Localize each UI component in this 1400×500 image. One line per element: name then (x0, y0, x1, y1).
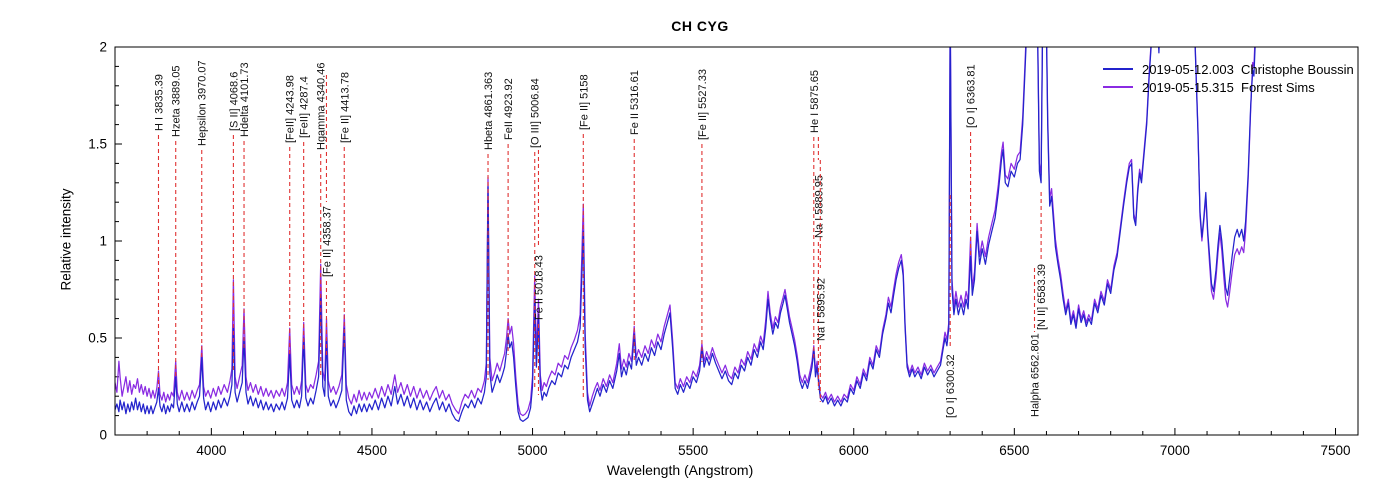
annotation-label: [N II] 6583.39 (1036, 264, 1048, 330)
annotation-label: [S II] 4068.6 (228, 72, 240, 131)
annotation-label: [O I] 6363.81 (966, 64, 978, 128)
y-tick-label: 0 (99, 428, 107, 443)
annotation-label: Hdelta 4101.73 (239, 62, 251, 137)
annotation-label: [O I] 6300.32 (945, 354, 957, 418)
annotation-label: Halpha 6562.801 (1029, 333, 1041, 417)
x-tick-label: 7500 (1320, 443, 1350, 458)
y-tick-label: 1.5 (88, 137, 107, 152)
x-tick-label: 5500 (678, 443, 708, 458)
legend: 2019-05-12.003 Christophe Boussin 2019-0… (1103, 60, 1354, 96)
x-tick-label: 6000 (839, 443, 869, 458)
legend-item: 2019-05-15.315 Forrest Sims (1103, 78, 1354, 96)
annotation-label: Na I 5889.95 (813, 175, 825, 238)
annotation-label: Fe II 5316.61 (629, 70, 641, 135)
legend-line-blue-icon (1103, 67, 1133, 71)
annotation-label: Hbeta 4861.363 (483, 72, 495, 150)
annotation-label: Fe II 5018.43 (533, 255, 545, 320)
x-tick-label: 7000 (1160, 443, 1190, 458)
x-axis-label: Wavelength (Angstrom) (606, 462, 754, 478)
legend-item: 2019-05-12.003 Christophe Boussin (1103, 60, 1354, 78)
annotation-label: [O III] 5006.84 (530, 78, 542, 148)
annotation-label: [Fe II] 4413.78 (339, 72, 351, 143)
legend-date: 2019-05-12.003 (1142, 61, 1234, 77)
annotation-label: Hepsilon 3970.07 (197, 60, 209, 146)
annotation-label: [Fe II] 5158 (578, 74, 590, 130)
annotation-label: [Fe II] 4358.37 (321, 206, 333, 277)
x-tick-label: 4000 (196, 443, 226, 458)
annotation-label: Hgamma 4340.46 (316, 63, 328, 150)
spectrum-line-purple (115, 47, 1256, 417)
legend-observer: Forrest Sims (1241, 79, 1315, 95)
axis-ticks (115, 65, 1337, 435)
spectrum-line-blue (115, 47, 1256, 423)
annotation-label: He I 5875.65 (809, 70, 821, 133)
x-tick-label: 5000 (518, 443, 548, 458)
legend-date: 2019-05-15.315 (1142, 79, 1234, 95)
annotation-label: Na I 5895.92 (815, 278, 827, 341)
y-tick-label: 1 (99, 234, 107, 249)
annotation-label: Hzeta 3889.05 (171, 65, 183, 137)
annotation-label: [FeII] 4243.98 (285, 75, 297, 143)
annotation-label: [FeII] 4287.4 (299, 76, 311, 138)
legend-line-purple-icon (1103, 85, 1133, 89)
legend-observer: Christophe Boussin (1241, 61, 1354, 77)
x-tick-label: 4500 (357, 443, 387, 458)
annotation-label: [Fe II] 5527.33 (697, 69, 709, 140)
spectral-line-annotations: H I 3835.39 Hzeta 3889.05 Hepsilon 3970.07… (153, 60, 1048, 418)
y-tick-label: 0.5 (88, 331, 107, 346)
chart-title: CH CYG (671, 18, 729, 34)
x-tick-label: 6500 (999, 443, 1029, 458)
annotation-label: H I 3835.39 (153, 74, 165, 131)
y-tick-label: 2 (99, 40, 107, 55)
annotation-label: FeII 4923.92 (503, 78, 515, 140)
y-axis-label: Relative intensity (58, 188, 74, 291)
plot-frame (114, 46, 1359, 436)
